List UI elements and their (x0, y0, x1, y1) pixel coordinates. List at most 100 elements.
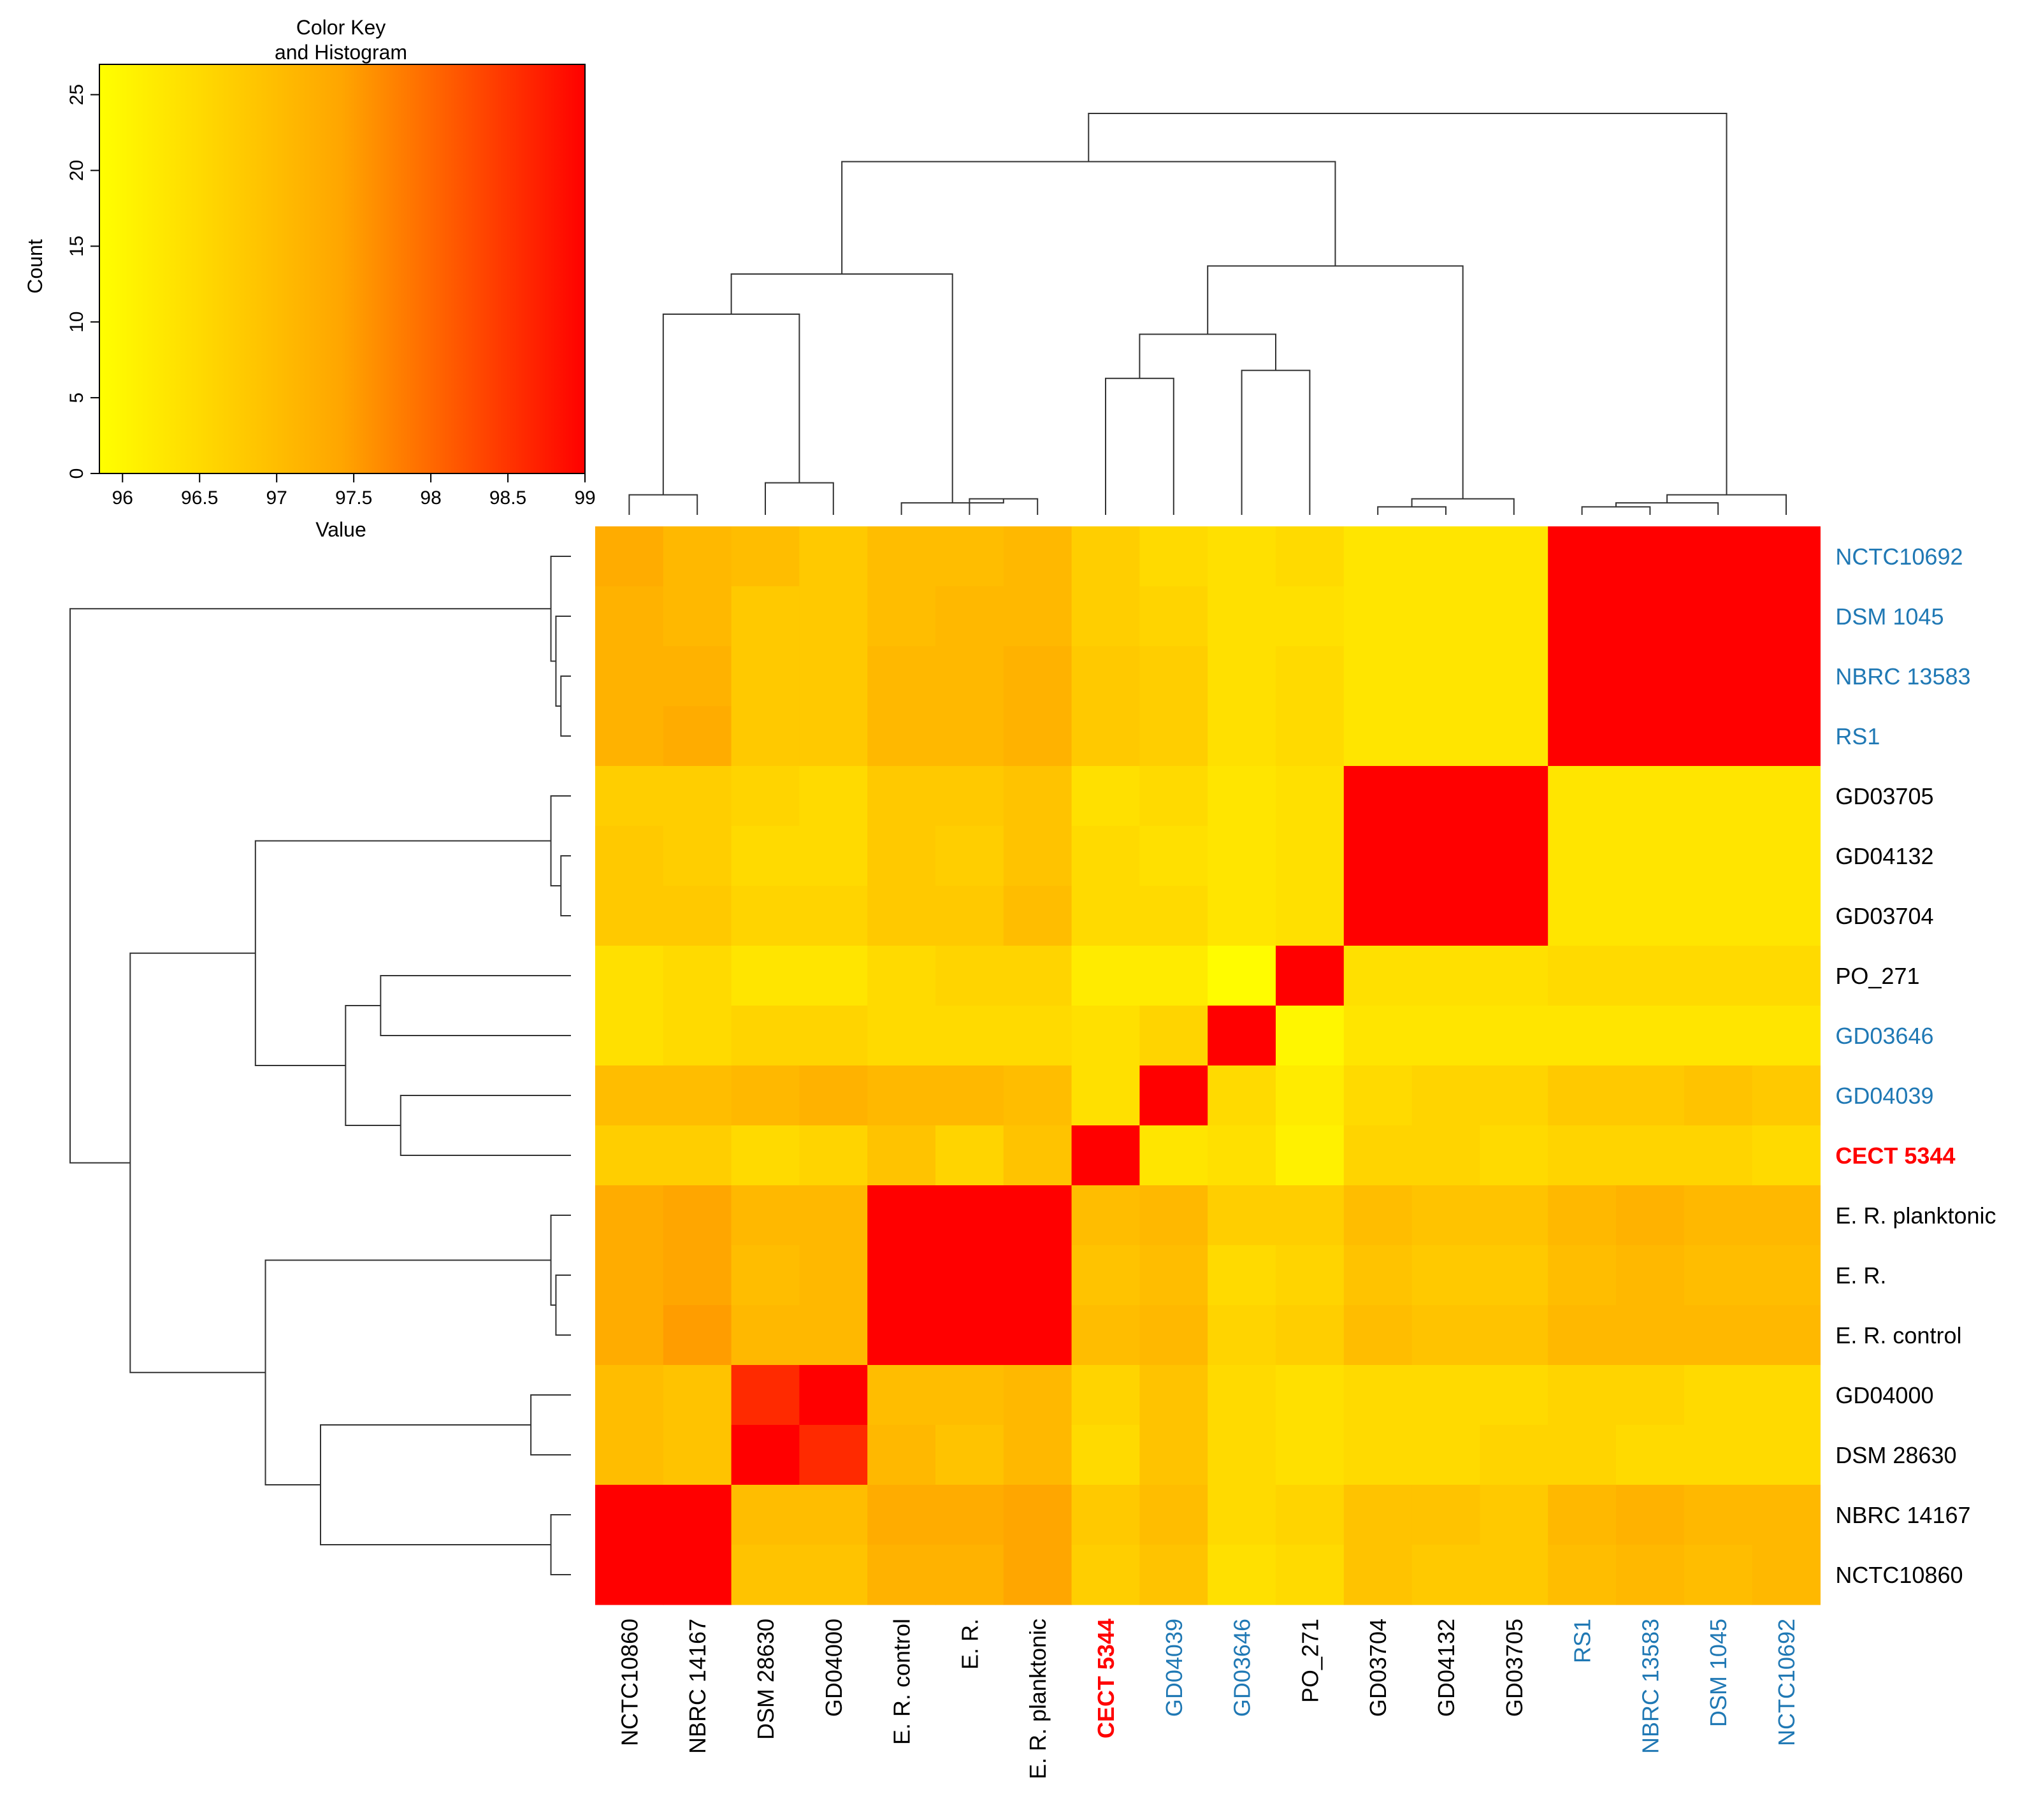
heatmap-cell (1003, 886, 1072, 946)
heatmap-cell (1276, 1245, 1345, 1306)
heatmap-cell (1208, 646, 1276, 707)
heatmap-cell (1548, 1365, 1617, 1426)
heatmap-cell (799, 1545, 868, 1605)
heatmap-cell (867, 946, 936, 1006)
heatmap-cell (1003, 1006, 1072, 1066)
column-label: RS1 (1569, 1619, 1596, 1663)
row-dendrogram-branch (264, 1259, 551, 1485)
heatmap-cell (799, 586, 868, 647)
heatmap-cell (1616, 766, 1685, 827)
heatmap-cell (867, 706, 936, 767)
heatmap-cell (1208, 1065, 1276, 1126)
heatmap-cell (1276, 586, 1345, 647)
heatmap-cell (1548, 706, 1617, 767)
heatmap-cell (1003, 1425, 1072, 1485)
heatmap-cell (1480, 1365, 1548, 1426)
row-labels: NCTC10692 DSM 1045 NBRC 13583 RS1 GD03705 GD0… (1835, 544, 1996, 1588)
heatmap-cell (935, 946, 1004, 1006)
column-label: GD04132 (1433, 1619, 1459, 1717)
heatmap-cell (1411, 1485, 1480, 1545)
heatmap-cell (1071, 586, 1140, 647)
heatmap-cell (731, 526, 800, 587)
heatmap-cell (1208, 766, 1276, 827)
heatmap-cell (731, 766, 800, 827)
column-dendrogram-branch (1139, 333, 1276, 379)
heatmap-cell (1343, 766, 1413, 827)
column-label: E. R. control (889, 1619, 915, 1745)
column-label: NCTC10692 (1773, 1619, 1800, 1746)
heatmap-cell (1139, 1485, 1208, 1545)
heatmap-cell (867, 1245, 936, 1306)
heatmap-cell (1411, 826, 1480, 886)
row-label: NCTC10692 (1835, 544, 1963, 570)
heatmap-cell (1139, 1425, 1208, 1485)
heatmap-cell (1548, 1245, 1617, 1306)
heatmap-cell (1343, 1545, 1413, 1605)
heatmap-cell (1752, 1485, 1821, 1545)
heatmap-cell (731, 1245, 800, 1306)
heatmap-cell (595, 1425, 664, 1485)
color-key-xlabel: Value (315, 518, 366, 541)
column-label: GD04000 (821, 1619, 847, 1717)
heatmap-cell (1208, 886, 1276, 946)
heatmap-cell (1343, 1065, 1413, 1126)
column-label: E. R. (956, 1619, 983, 1670)
heatmap-cell (935, 1245, 1004, 1306)
heatmap-cell (867, 1006, 936, 1066)
color-key: Color Key and Histogram 96 96.5 97 97.5 98 98… (24, 16, 596, 541)
heatmap-cell (1684, 1365, 1753, 1426)
heatmap-cell (1684, 1485, 1753, 1545)
heatmap-cell (867, 1185, 936, 1246)
heatmap-cell (731, 946, 800, 1006)
heatmap-cell (1071, 646, 1140, 707)
heatmap-cell (1548, 946, 1617, 1006)
heatmap-cell (731, 586, 800, 647)
heatmap-cell (595, 1006, 664, 1066)
heatmap-cell (935, 646, 1004, 707)
heatmap-cell (1071, 1245, 1140, 1306)
heatmap-cell (663, 1125, 732, 1186)
column-label: PO_271 (1297, 1619, 1323, 1703)
heatmap-cell (1684, 1185, 1753, 1246)
heatmap-cell (1071, 1545, 1140, 1605)
heatmap-cell (935, 1185, 1004, 1246)
heatmap-cell (595, 826, 664, 886)
heatmap-cell (1480, 1305, 1548, 1366)
heatmap-cell (1003, 1125, 1072, 1186)
heatmap-cell (1276, 526, 1345, 587)
heatmap-cell (867, 1125, 936, 1186)
heatmap-cell (663, 1545, 732, 1605)
heatmap-cell (1411, 1365, 1480, 1426)
heatmap-cell (663, 1365, 732, 1426)
color-key-y-tick-label: 15 (66, 236, 87, 257)
heatmap-cell (1548, 586, 1617, 647)
heatmap-cell (799, 1305, 868, 1366)
heatmap-cell (1276, 826, 1345, 886)
heatmap-cell (1616, 1305, 1685, 1366)
row-label: GD03704 (1835, 903, 1933, 929)
heatmap-cell (663, 526, 732, 587)
color-key-y-tick-label: 10 (66, 312, 87, 333)
heatmap-cell (1548, 826, 1617, 886)
heatmap-cell (731, 1006, 800, 1066)
heatmap-cell (1684, 766, 1753, 827)
row-dendrogram-branch (345, 1005, 401, 1126)
heatmap-grid (595, 526, 1821, 1605)
heatmap-cell (1139, 586, 1208, 647)
heatmap-cell (1684, 1065, 1753, 1126)
heatmap-cell (867, 646, 936, 707)
heatmap-cell (1684, 1545, 1753, 1605)
column-label: GD03705 (1501, 1619, 1527, 1717)
heatmap-cell (1616, 1545, 1685, 1605)
heatmap-cell (1548, 1305, 1617, 1366)
heatmap-cell (595, 646, 664, 707)
heatmap-cell (1616, 586, 1685, 647)
heatmap-cell (1003, 1185, 1072, 1246)
heatmap-cell (1411, 886, 1480, 946)
heatmap-cell (1411, 526, 1480, 587)
row-label: DSM 1045 (1835, 603, 1944, 630)
heatmap-cell (1684, 826, 1753, 886)
heatmap-cell (1003, 946, 1072, 1006)
heatmap-cell (663, 586, 732, 647)
heatmap-cell (595, 1485, 664, 1545)
